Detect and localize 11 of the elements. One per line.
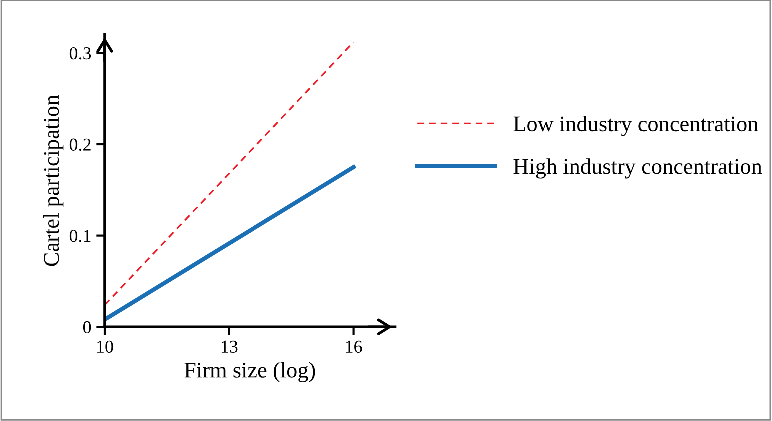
x-tick-label: 16 [346,340,362,354]
x-tick-label: 13 [222,340,238,354]
y-axis-title: Cartel participation [44,95,64,266]
legend-label: Low industry concentration [514,116,758,136]
legend-label: High industry concentration [514,158,762,179]
x-tick-label: 10 [98,340,114,354]
y-tick-label: 0.3 [70,47,92,60]
y-tick-label: 0.2 [70,138,91,152]
y-tick-label: 0.1 [70,230,91,242]
x-axis-title: Firm size (log) [184,362,316,382]
y-tick-label: 0 [83,321,92,334]
